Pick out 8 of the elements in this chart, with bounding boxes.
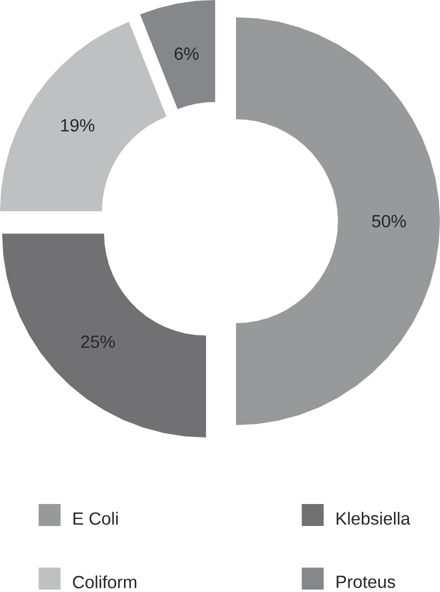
data-label: 19% — [61, 119, 94, 132]
legend-label: Coliform — [73, 575, 136, 588]
data-label: 25% — [81, 336, 115, 348]
data-label: 50% — [372, 214, 406, 228]
legend-label: Klebsiella — [336, 512, 410, 525]
data-label: 6% — [174, 47, 199, 60]
legend-label: Proteus — [336, 576, 396, 588]
legend-label: E Coli — [74, 512, 118, 525]
